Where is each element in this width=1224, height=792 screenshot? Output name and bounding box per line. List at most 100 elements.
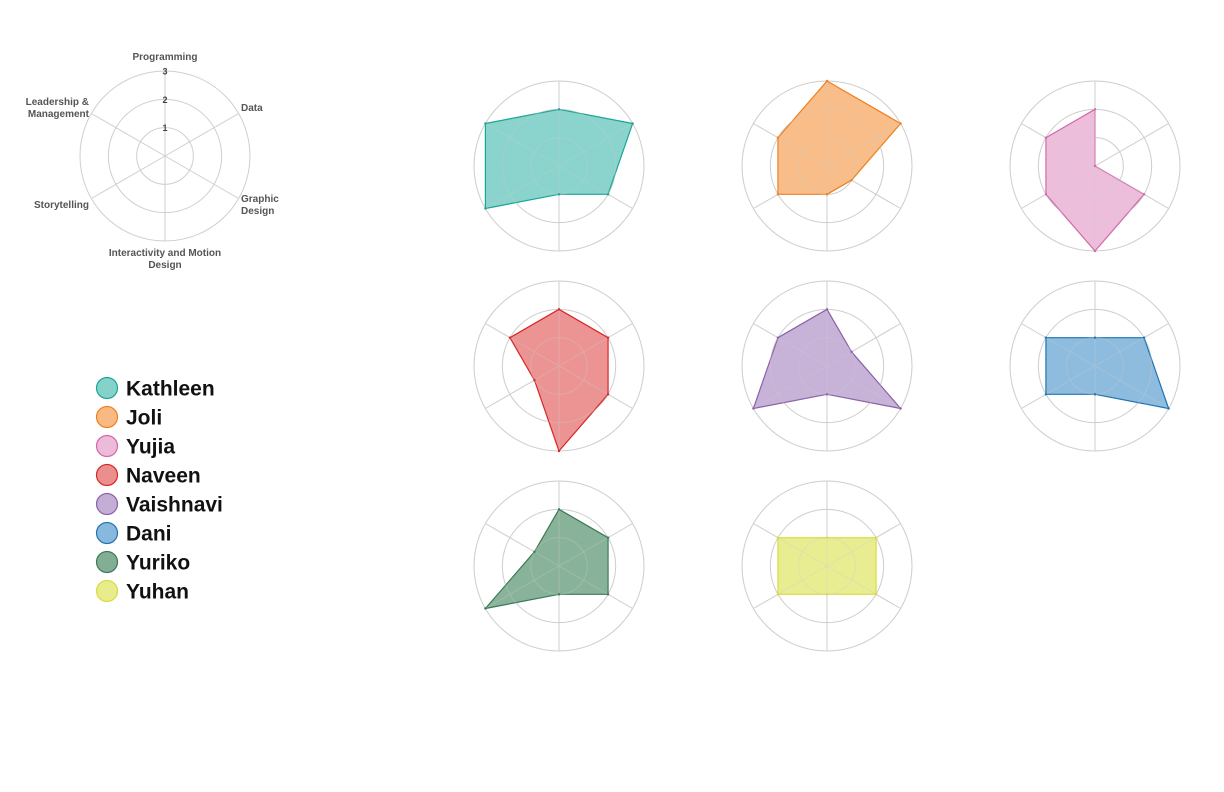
data-point bbox=[557, 193, 561, 196]
grid-ring bbox=[741, 280, 913, 452]
legend: Kathleen Joli Yujia Naveen Vaishnavi Dani Yuri… bbox=[95, 376, 223, 604]
axis-spoke bbox=[753, 123, 828, 167]
data-point bbox=[1044, 336, 1048, 339]
data-point bbox=[1167, 407, 1170, 410]
radar-panel-naveen bbox=[473, 280, 645, 453]
axis-spoke bbox=[753, 323, 828, 367]
axis-spoke bbox=[485, 523, 560, 567]
axis-spoke bbox=[753, 365, 828, 409]
data-point bbox=[508, 336, 512, 339]
data-point bbox=[1093, 393, 1097, 396]
radar-panel-kathleen bbox=[473, 80, 645, 252]
axis-spoke bbox=[826, 365, 901, 409]
axis-spoke bbox=[485, 123, 560, 167]
grid-overlay bbox=[741, 480, 913, 652]
radar-panel-vaishnavi bbox=[741, 280, 913, 452]
axis-spoke bbox=[485, 565, 560, 609]
axis-spoke bbox=[753, 523, 828, 567]
data-point bbox=[1044, 193, 1048, 196]
data-point bbox=[606, 593, 610, 596]
legend-label: Yujia bbox=[126, 436, 175, 459]
data-point bbox=[1142, 193, 1146, 196]
axis-spoke bbox=[558, 323, 633, 367]
axis-spoke bbox=[558, 565, 633, 609]
legend-item-naveen: Naveen bbox=[95, 463, 201, 488]
axis-spoke bbox=[1094, 323, 1169, 367]
data-point bbox=[776, 593, 780, 596]
data-point bbox=[557, 449, 561, 453]
data-point bbox=[557, 108, 561, 111]
data-point bbox=[557, 308, 561, 311]
axis-spoke bbox=[485, 165, 560, 209]
grid-overlay bbox=[473, 480, 645, 652]
legend-swatch bbox=[95, 579, 119, 603]
axis-spoke bbox=[826, 565, 901, 609]
legend-swatch bbox=[95, 434, 119, 458]
data-point bbox=[1044, 393, 1048, 396]
data-point bbox=[825, 79, 829, 83]
grid-ring bbox=[530, 337, 588, 395]
data-point bbox=[1093, 164, 1097, 168]
axis-spoke bbox=[91, 113, 166, 157]
axis-spoke bbox=[1094, 365, 1169, 409]
axis-label-storytelling: Storytelling bbox=[34, 200, 89, 211]
axis-spoke bbox=[558, 123, 633, 167]
radar-panel-dani bbox=[1009, 280, 1181, 452]
legend-item-yuriko: Yuriko bbox=[95, 550, 190, 575]
grid-ring bbox=[473, 480, 645, 652]
grid-ring bbox=[1066, 137, 1124, 195]
data-point bbox=[899, 122, 902, 125]
data-point bbox=[776, 536, 780, 539]
data-point bbox=[557, 593, 561, 596]
data-point bbox=[606, 336, 610, 339]
axis-spoke bbox=[1094, 123, 1169, 167]
data-point bbox=[484, 122, 487, 125]
axis-spoke bbox=[485, 323, 560, 367]
data-point bbox=[533, 378, 536, 382]
data-point bbox=[825, 536, 829, 539]
data-point bbox=[533, 550, 536, 554]
data-point bbox=[776, 136, 780, 139]
axis-spoke bbox=[558, 165, 633, 209]
legend-label: Naveen bbox=[126, 465, 201, 488]
grid-ring bbox=[1009, 280, 1181, 452]
legend-swatch bbox=[95, 492, 119, 516]
grid-ring bbox=[769, 108, 885, 224]
axis-spoke bbox=[558, 523, 633, 567]
data-point bbox=[606, 393, 610, 396]
axis-spoke bbox=[1021, 165, 1096, 209]
axis-spoke bbox=[1021, 323, 1096, 367]
data-point bbox=[825, 308, 829, 311]
axis-spoke bbox=[753, 165, 828, 209]
tick-label: 2 bbox=[162, 95, 167, 105]
grid-overlay bbox=[741, 280, 913, 452]
radar-panel-yuriko bbox=[473, 480, 645, 652]
legend-swatch bbox=[95, 376, 119, 400]
axis-spoke bbox=[91, 155, 166, 199]
legend-item-joli: Joli bbox=[95, 405, 162, 430]
legend-swatch bbox=[95, 550, 119, 574]
tick-label: 3 bbox=[162, 67, 167, 77]
legend-item-vaishnavi: Vaishnavi bbox=[95, 492, 223, 517]
axis-spoke bbox=[826, 323, 901, 367]
data-point bbox=[606, 193, 610, 196]
data-point bbox=[825, 393, 829, 396]
data-point bbox=[484, 607, 487, 610]
legend-label: Dani bbox=[126, 523, 172, 546]
data-point bbox=[874, 593, 878, 596]
data-point bbox=[776, 193, 780, 196]
axis-spoke bbox=[558, 365, 633, 409]
grid-ring bbox=[1037, 308, 1153, 424]
data-point bbox=[874, 536, 878, 539]
legend-label: Joli bbox=[126, 407, 162, 430]
data-point bbox=[484, 207, 487, 210]
axis-spoke bbox=[1094, 123, 1169, 167]
data-point bbox=[1093, 336, 1097, 339]
data-point bbox=[850, 178, 853, 182]
data-point bbox=[850, 350, 853, 354]
data-point bbox=[631, 122, 634, 125]
data-point bbox=[825, 593, 829, 596]
axis-spoke bbox=[753, 565, 828, 609]
legend-item-kathleen: Kathleen bbox=[95, 376, 215, 401]
axis-spoke bbox=[826, 165, 901, 209]
